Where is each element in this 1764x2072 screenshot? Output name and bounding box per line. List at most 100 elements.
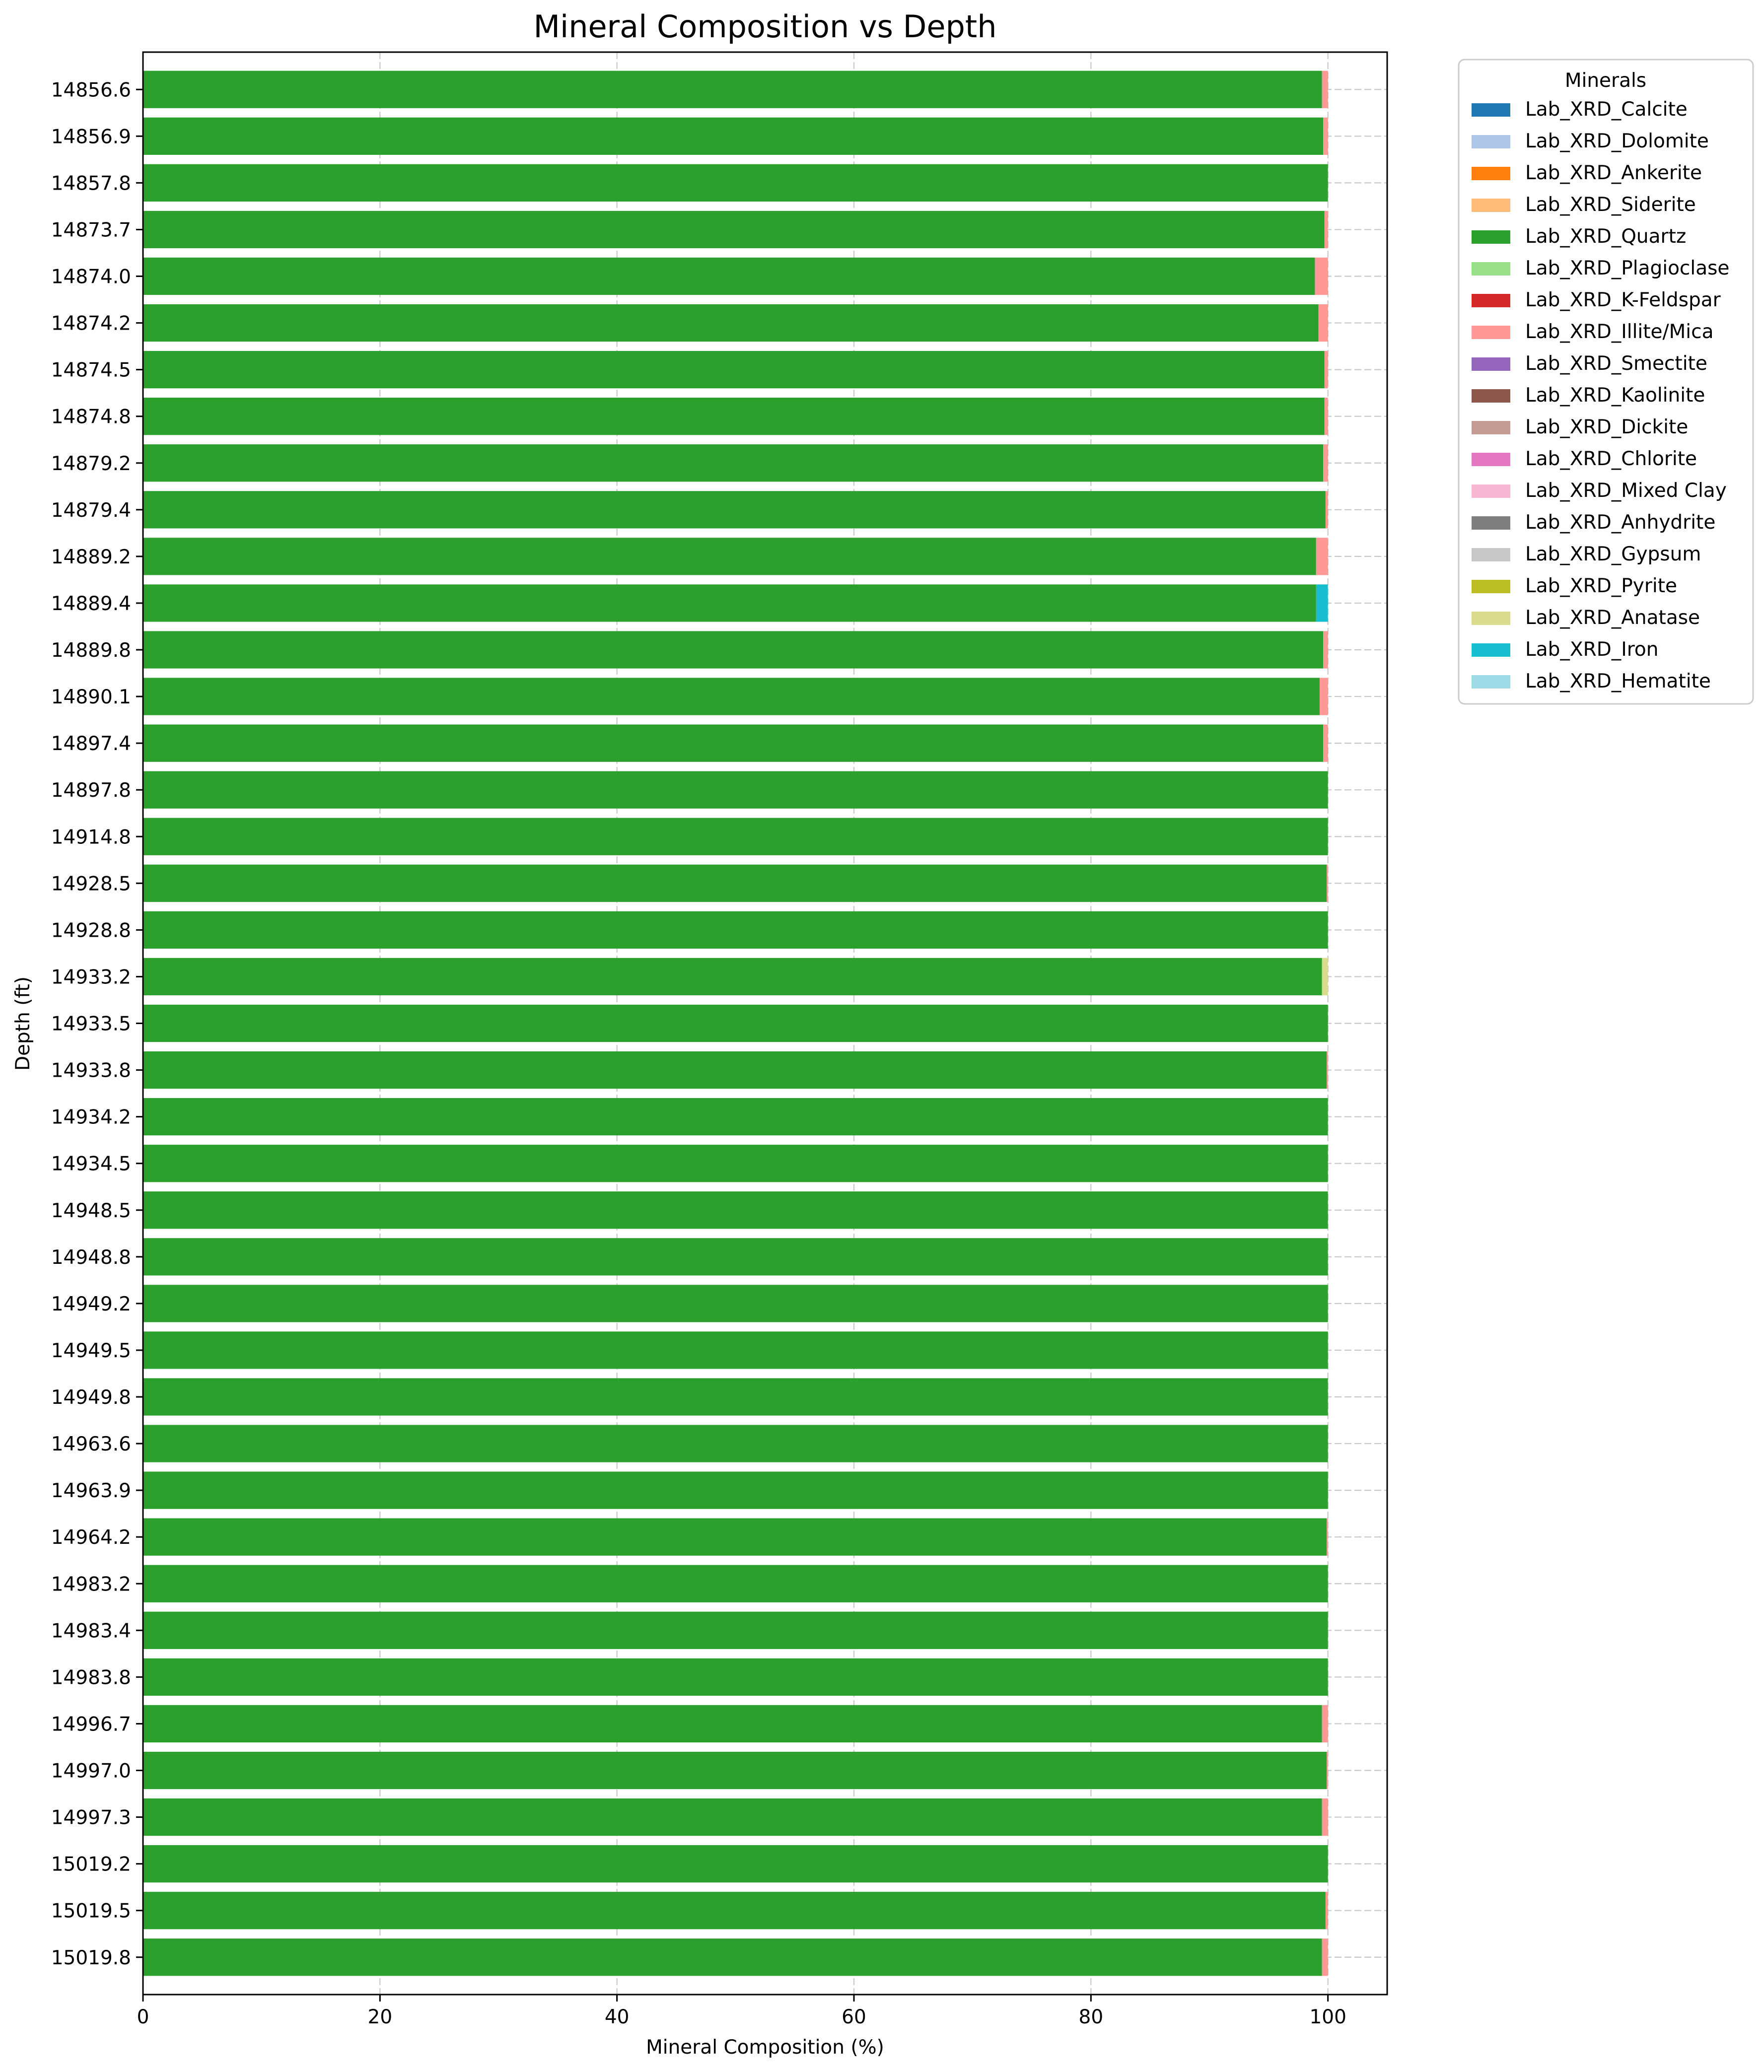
- y-tick-label: 14949.8: [51, 1386, 131, 1409]
- y-tick-label: 14856.9: [51, 126, 131, 148]
- bar-segment: [143, 958, 1322, 996]
- bar-segment: [143, 1471, 1328, 1509]
- y-tick-label: 14934.2: [51, 1106, 131, 1129]
- legend-entry-label: Lab_XRD_Gypsum: [1525, 543, 1701, 565]
- bar-segment: [1322, 1798, 1328, 1836]
- bar-segment: [143, 1098, 1328, 1136]
- bar-segment: [143, 1191, 1328, 1229]
- bar-segment: [143, 257, 1315, 295]
- legend-swatch: [1472, 675, 1510, 689]
- bar-segment: [1316, 538, 1328, 575]
- y-tick-label: 14857.8: [51, 172, 131, 195]
- bar-segment: [143, 678, 1320, 715]
- legend-entry-label: Lab_XRD_Anatase: [1525, 607, 1700, 629]
- y-tick-label: 14949.5: [51, 1340, 131, 1362]
- y-tick-label: 14963.9: [51, 1480, 131, 1502]
- x-tick-label: 60: [842, 2006, 866, 2028]
- y-tick-label: 15019.2: [51, 1854, 131, 1876]
- y-tick-label: 14983.2: [51, 1573, 131, 1595]
- y-tick-label: 14928.8: [51, 919, 131, 942]
- legend-swatch: [1472, 167, 1510, 180]
- bar-segment: [143, 864, 1327, 902]
- bar-segment: [1323, 631, 1328, 669]
- legend-title: Minerals: [1565, 69, 1646, 92]
- bar-segment: [143, 1285, 1328, 1322]
- legend-swatch: [1472, 326, 1510, 339]
- legend-entry-label: Lab_XRD_K-Feldspar: [1525, 289, 1721, 311]
- bar-segment: [143, 1611, 1328, 1649]
- y-tick-label: 14873.7: [51, 219, 131, 241]
- y-tick-label: 14856.6: [51, 79, 131, 101]
- bar-segment: [143, 911, 1328, 949]
- y-tick-label: 15019.5: [51, 1900, 131, 1923]
- x-tick-label: 40: [605, 2006, 630, 2028]
- bar-segment: [143, 1518, 1327, 1556]
- y-tick-label: 14983.4: [51, 1620, 131, 1642]
- legend: Minerals Lab_XRD_Calcite Lab_XRD_Dolomite…: [1458, 59, 1754, 705]
- bar-segment: [143, 771, 1328, 809]
- y-tick-label: 14889.8: [51, 639, 131, 662]
- legend-entry-label: Lab_XRD_Chlorite: [1525, 448, 1697, 470]
- bar-segment: [1324, 210, 1328, 249]
- legend-entry-label: Lab_XRD_Smectite: [1525, 352, 1707, 375]
- bar-segment: [143, 117, 1324, 155]
- legend-swatch: [1472, 135, 1510, 148]
- legend-swatch: [1472, 421, 1510, 434]
- legend-entry-label: Lab_XRD_Dickite: [1525, 416, 1688, 438]
- legend-entry-label: Lab_XRD_Kaolinite: [1525, 384, 1705, 407]
- y-tick-label: 14874.2: [51, 313, 131, 335]
- legend-swatch: [1472, 199, 1510, 212]
- bar-segment: [143, 398, 1325, 435]
- bar-segment: [143, 210, 1325, 249]
- bar-segment: [143, 818, 1328, 855]
- bar-segment: [143, 724, 1324, 762]
- y-tick-label: 14997.0: [51, 1760, 131, 1783]
- bar-segment: [143, 70, 1322, 108]
- y-tick-label: 14983.8: [51, 1666, 131, 1689]
- legend-swatch: [1472, 643, 1510, 657]
- bar-segment: [1323, 724, 1328, 762]
- legend-swatch: [1472, 230, 1510, 244]
- y-tick-label: 14963.6: [51, 1433, 131, 1455]
- bar-segment: [143, 1004, 1328, 1042]
- legend-entry-label: Lab_XRD_Anhydrite: [1525, 511, 1715, 534]
- bar-segment: [143, 1378, 1328, 1416]
- bar-segment: [1319, 678, 1328, 715]
- legend-entry-label: Lab_XRD_Pyrite: [1525, 575, 1677, 597]
- legend-entry-label: Lab_XRD_Hematite: [1525, 670, 1711, 692]
- bar-segment: [1322, 1938, 1328, 1976]
- y-tick-label: 14964.2: [51, 1526, 131, 1549]
- y-tick-label: 14948.5: [51, 1200, 131, 1222]
- x-tick-label: 20: [368, 2006, 393, 2028]
- legend-swatch: [1472, 294, 1510, 307]
- legend-entry-label: Lab_XRD_Calcite: [1525, 98, 1688, 121]
- x-axis: 0 20 40 60 80 100: [137, 1995, 1346, 2028]
- bar-segment: [143, 1705, 1322, 1743]
- bar-segment: [1323, 444, 1328, 482]
- bar-segment: [143, 164, 1328, 202]
- y-tick-label: 14928.5: [51, 873, 131, 895]
- bar-segment: [143, 1751, 1327, 1790]
- bar-segment: [1322, 1705, 1328, 1743]
- bar-segment: [143, 538, 1316, 575]
- y-tick-label: 14933.5: [51, 1013, 131, 1036]
- legend-swatch: [1472, 548, 1510, 561]
- bar-segment: [1316, 584, 1328, 622]
- bar-segment: [143, 1051, 1327, 1089]
- bar-segment: [143, 1658, 1328, 1696]
- bar-segment: [143, 444, 1324, 482]
- y-tick-label: 14914.8: [51, 826, 131, 848]
- legend-entry-label: Lab_XRD_Iron: [1525, 638, 1659, 661]
- bar-segment: [143, 1331, 1328, 1369]
- legend-swatch: [1472, 262, 1510, 276]
- y-axis: 14856.6 14856.9 14857.8 14873.7 14874.0 14874…: [51, 79, 143, 1969]
- x-tick-label: 0: [137, 2006, 149, 2028]
- bar-segment: [1324, 398, 1328, 435]
- x-axis-label: Mineral Composition (%): [646, 2036, 884, 2059]
- x-tick-label: 80: [1079, 2006, 1104, 2028]
- bar-segment: [1322, 958, 1328, 996]
- legend-swatch: [1472, 516, 1510, 530]
- bar-segment: [1322, 70, 1328, 108]
- y-tick-label: 14997.3: [51, 1807, 131, 1829]
